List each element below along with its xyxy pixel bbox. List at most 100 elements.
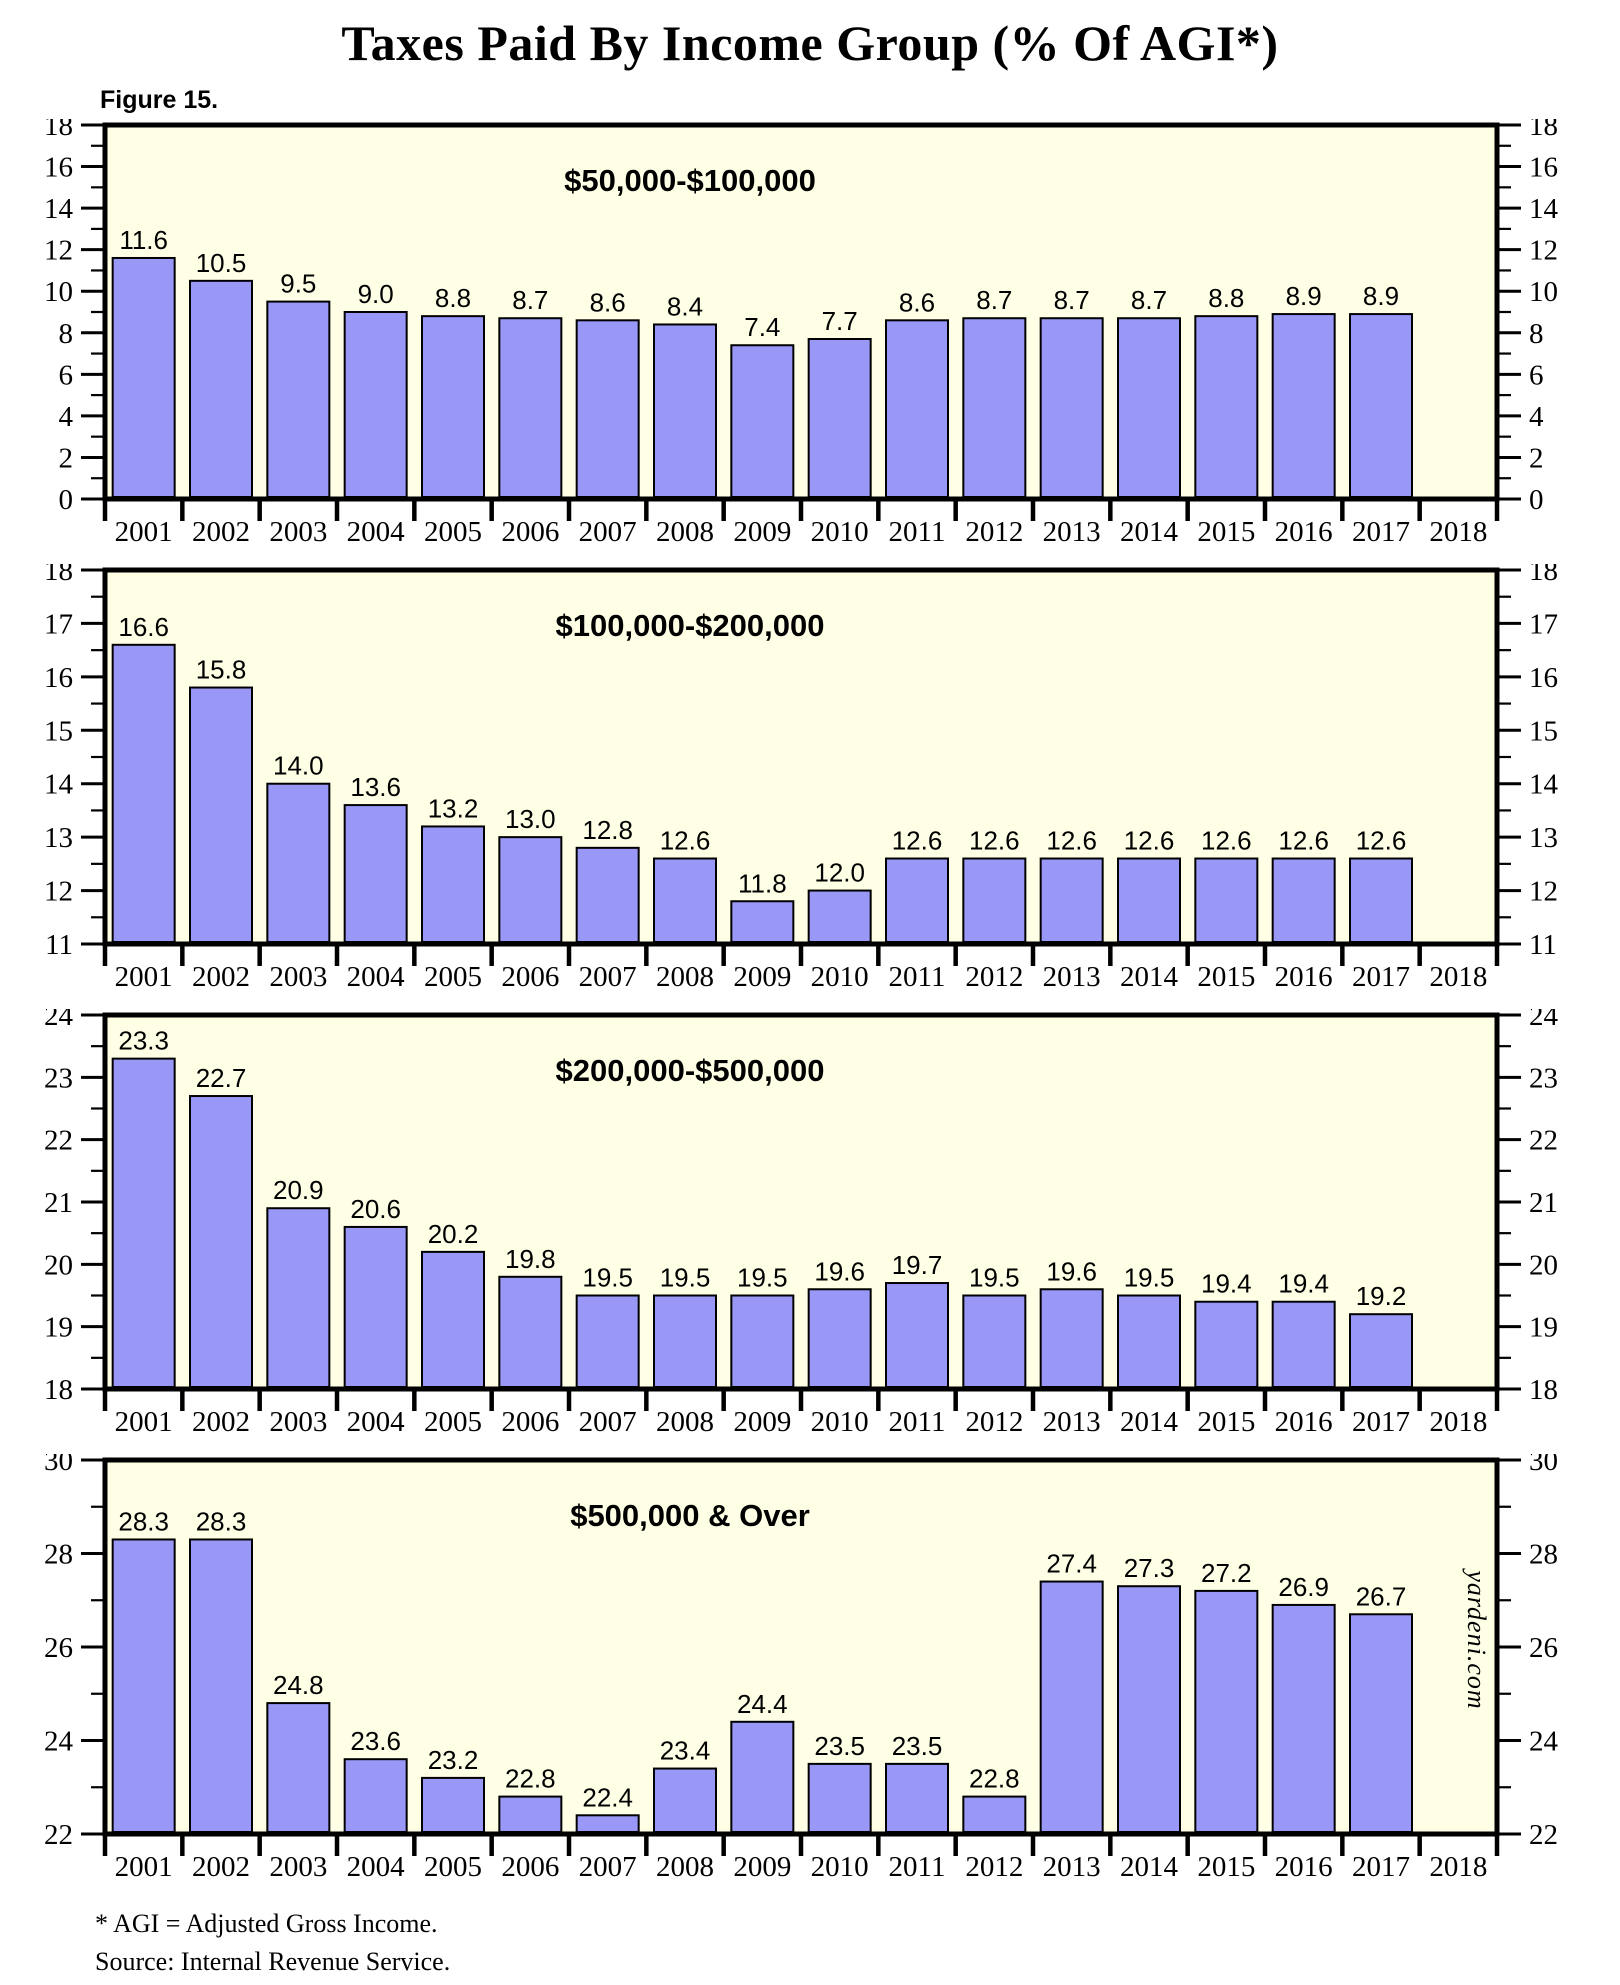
chart-panel-1: 11.6 10.5 9.5 9.0 8.8 8.7 8.6 8.4 7.4 7.7 8.6 8.7 8.…	[44, 119, 1559, 548]
y-tick-left-4: 4	[59, 401, 74, 433]
bar-label-2006: 22.8	[505, 1764, 556, 1794]
plot-border	[102, 122, 1500, 502]
bar-label-2004: 23.6	[350, 1726, 401, 1756]
y-axis: 22 22 24 24 26 26 28 28 30 30	[44, 1454, 1559, 1851]
x-tick-2016: 2016	[1275, 516, 1333, 548]
y-tick-left-12: 12	[44, 235, 73, 267]
y-tick-right-24: 24	[1529, 1726, 1559, 1758]
bar-2012	[962, 857, 1027, 943]
y-tick-right-21: 21	[1529, 1187, 1558, 1219]
bar-2009	[730, 1294, 795, 1388]
chart-panel-3: 23.3 22.7 20.9 20.6 20.2 19.8 19.5 19.5 19.5 19.6…	[44, 1009, 1559, 1438]
x-tick-2008: 2008	[656, 961, 714, 993]
x-tick-2009: 2009	[733, 1851, 791, 1883]
plot-area	[105, 570, 1497, 944]
x-tick-2005: 2005	[424, 1406, 482, 1438]
bar-label-2012: 8.7	[976, 285, 1012, 315]
bar-label-2014: 27.3	[1124, 1553, 1175, 1583]
bar-label-2015: 8.8	[1208, 283, 1244, 313]
bar-label-2014: 12.6	[1124, 826, 1175, 856]
y-tick-left-14: 14	[44, 769, 74, 801]
bar-label-2006: 13.0	[505, 804, 556, 834]
y-tick-right-18: 18	[1529, 1374, 1558, 1406]
plot-border	[102, 567, 1500, 947]
bar-2005	[421, 315, 485, 498]
bar-label-2009: 7.4	[744, 312, 780, 342]
y-tick-left-18: 18	[44, 1374, 73, 1406]
x-tick-2002: 2002	[192, 961, 250, 993]
plot-area	[105, 125, 1497, 499]
bar-label-2001: 23.3	[118, 1026, 169, 1056]
y-axis: 0 0 2 2 4 4 6 6 8 8 10 10 12 12 14 14 16 16 18 18	[44, 119, 1559, 516]
y-tick-right-10: 10	[1529, 276, 1558, 308]
bar-label-2005: 8.8	[435, 283, 471, 313]
x-tick-2006: 2006	[501, 1406, 559, 1438]
bar-label-2011: 12.6	[892, 826, 943, 856]
bar-label-2003: 24.8	[273, 1670, 324, 1700]
y-tick-right-12: 12	[1529, 876, 1558, 908]
plot-area	[105, 1460, 1497, 1834]
bar-label-2003: 14.0	[273, 751, 324, 781]
bar-label-2008: 8.4	[667, 291, 703, 321]
bar-2014	[1117, 1585, 1181, 1833]
bar-label-2012: 19.5	[969, 1263, 1020, 1293]
y-tick-right-23: 23	[1529, 1062, 1558, 1094]
bar-2006	[498, 1795, 563, 1834]
x-tick-2004: 2004	[347, 516, 406, 548]
x-tick-2012: 2012	[965, 1851, 1023, 1883]
x-tick-2010: 2010	[811, 1406, 869, 1438]
x-tick-2003: 2003	[269, 516, 327, 548]
bar-2003	[266, 1702, 331, 1833]
bar-2004	[343, 1225, 408, 1388]
bar-2015	[1194, 315, 1259, 498]
y-tick-left-13: 13	[44, 822, 73, 854]
footnotes: * AGI = Adjusted Gross Income. Source: I…	[95, 1905, 1620, 1981]
x-tick-2018: 2018	[1429, 516, 1487, 548]
bar-2017	[1349, 1613, 1413, 1833]
bar-label-2017: 12.6	[1356, 826, 1407, 856]
bars: 11.6 10.5 9.5 9.0 8.8 8.7 8.6 8.4 7.4 7.7 8.6 8.7 8.…	[111, 225, 1413, 498]
y-tick-right-16: 16	[1529, 152, 1558, 184]
bar-label-2009: 24.4	[737, 1689, 788, 1719]
y-tick-right-28: 28	[1529, 1539, 1558, 1571]
chart-panel-4: 28.3 28.3 24.8 23.6 23.2 22.8 22.4 23.4 24.4 23.5…	[44, 1454, 1559, 1883]
bar-2007	[575, 319, 640, 498]
y-tick-left-12: 12	[44, 876, 73, 908]
x-tick-2011: 2011	[889, 1851, 946, 1883]
x-tick-2008: 2008	[656, 1406, 714, 1438]
bar-2010	[807, 889, 872, 944]
bar-2010	[807, 1762, 872, 1833]
bar-label-2015: 12.6	[1201, 826, 1252, 856]
y-tick-left-11: 11	[45, 929, 73, 961]
bar-2002	[189, 279, 253, 498]
bar-label-2012: 22.8	[969, 1764, 1020, 1794]
bar-2010	[807, 1288, 872, 1388]
bar-2015	[1194, 857, 1259, 943]
y-tick-left-24: 24	[44, 1726, 74, 1758]
x-tick-2017: 2017	[1352, 1851, 1410, 1883]
bar-label-2010: 19.6	[814, 1256, 865, 1286]
bar-2008	[653, 857, 717, 943]
bar-2008	[653, 1294, 717, 1388]
x-tick-2014: 2014	[1120, 1851, 1179, 1883]
bar-label-2004: 13.6	[350, 772, 401, 802]
x-tick-2009: 2009	[733, 516, 791, 548]
x-tick-2002: 2002	[192, 1406, 250, 1438]
bar-2007	[575, 1814, 640, 1833]
bar-2008	[653, 323, 717, 498]
bar-label-2008: 12.6	[660, 826, 711, 856]
bar-2005	[421, 825, 485, 944]
y-tick-right-18: 18	[1529, 119, 1558, 142]
bar-2006	[498, 1275, 563, 1388]
bar-label-2002: 28.3	[196, 1506, 247, 1536]
bar-label-2013: 27.4	[1046, 1549, 1097, 1579]
x-tick-2001: 2001	[115, 961, 173, 993]
bar-2006	[498, 836, 563, 943]
y-tick-left-17: 17	[44, 608, 73, 640]
bar-2011	[885, 857, 949, 943]
bar-2015	[1194, 1300, 1259, 1389]
x-tick-2018: 2018	[1429, 1406, 1487, 1438]
x-tick-2013: 2013	[1043, 961, 1101, 993]
y-tick-left-26: 26	[44, 1632, 73, 1664]
bar-label-2005: 20.2	[428, 1219, 479, 1249]
